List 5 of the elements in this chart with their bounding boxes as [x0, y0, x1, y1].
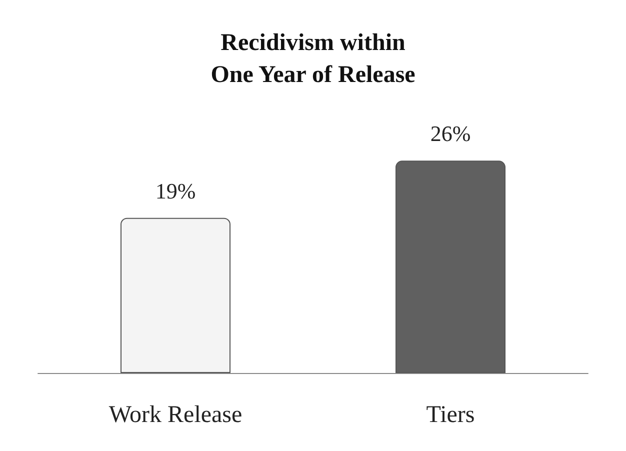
- x-tick-label: Tiers: [426, 402, 475, 428]
- data-label: 26%: [430, 121, 471, 146]
- chart-title: Recidivism within One Year of Release: [210, 30, 416, 88]
- x-tick-label: Work Release: [108, 402, 242, 428]
- data-label: 19%: [155, 178, 196, 204]
